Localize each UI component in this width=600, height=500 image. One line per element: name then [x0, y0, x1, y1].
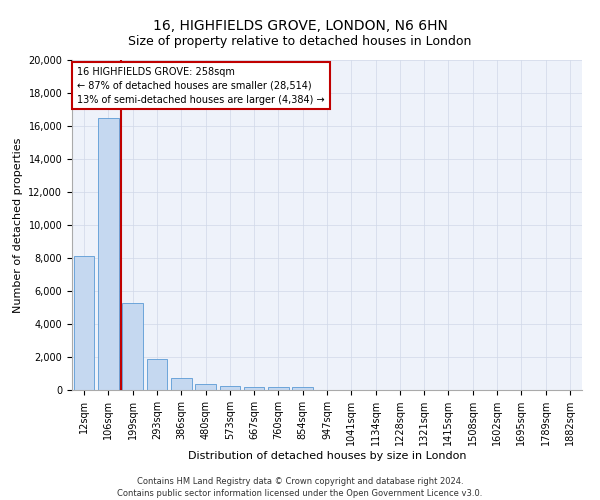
Text: Contains HM Land Registry data © Crown copyright and database right 2024.
Contai: Contains HM Land Registry data © Crown c… — [118, 476, 482, 498]
Bar — [122, 302, 143, 390]
Text: Size of property relative to detached houses in London: Size of property relative to detached ho… — [128, 34, 472, 48]
Y-axis label: Number of detached properties: Number of detached properties — [13, 138, 23, 312]
Bar — [244, 386, 265, 390]
Text: 16 HIGHFIELDS GROVE: 258sqm
← 87% of detached houses are smaller (28,514)
13% of: 16 HIGHFIELDS GROVE: 258sqm ← 87% of det… — [77, 66, 325, 104]
Bar — [268, 387, 289, 390]
Text: 16, HIGHFIELDS GROVE, LONDON, N6 6HN: 16, HIGHFIELDS GROVE, LONDON, N6 6HN — [152, 18, 448, 32]
Bar — [146, 360, 167, 390]
Bar — [292, 386, 313, 390]
Bar — [195, 384, 216, 390]
Bar — [98, 118, 119, 390]
Bar — [74, 256, 94, 390]
Bar — [220, 386, 240, 390]
X-axis label: Distribution of detached houses by size in London: Distribution of detached houses by size … — [188, 451, 466, 461]
Bar — [171, 378, 191, 390]
